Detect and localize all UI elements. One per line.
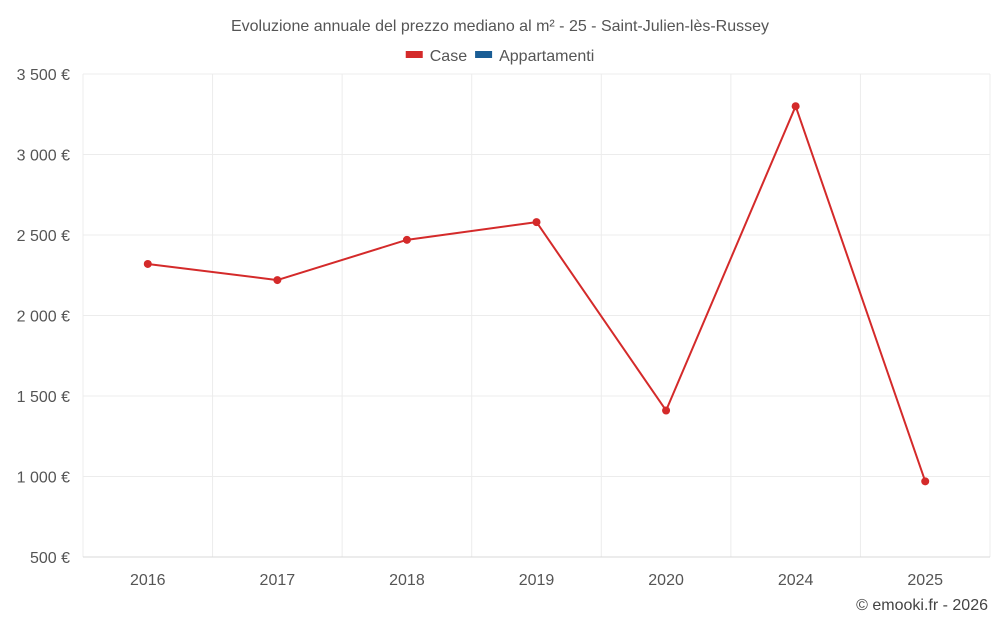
legend-item[interactable]: Appartamenti — [475, 48, 594, 65]
legend-item[interactable]: Case — [405, 48, 467, 65]
data-point[interactable] — [791, 102, 800, 111]
legend-label: Case — [430, 48, 467, 65]
series-layer — [143, 102, 930, 486]
x-tick-label: 2020 — [648, 572, 684, 589]
series-case — [143, 102, 930, 486]
y-tick-label: 500 € — [30, 550, 70, 567]
data-point[interactable] — [662, 406, 671, 415]
y-tick-label: 3 000 € — [17, 148, 70, 165]
data-point[interactable] — [273, 276, 282, 285]
series-line — [147, 105, 927, 482]
data-point[interactable] — [532, 218, 541, 227]
y-tick-label: 3 500 € — [17, 67, 70, 84]
y-axis-tick-labels: 500 € 1 000 € 1 500 € 2 000 € 2 500 € 3 000 €… — [17, 67, 70, 567]
data-point[interactable] — [143, 259, 152, 268]
x-tick-label: 2016 — [130, 572, 166, 589]
legend: Case Appartamenti — [405, 48, 594, 65]
legend-swatch — [405, 51, 423, 58]
data-point[interactable] — [921, 477, 930, 486]
y-tick-label: 2 500 € — [17, 228, 70, 245]
x-tick-label: 2024 — [778, 572, 814, 589]
legend-label: Appartamenti — [499, 48, 594, 65]
x-tick-label: 2017 — [260, 572, 296, 589]
data-point[interactable] — [402, 235, 411, 244]
x-tick-label: 2025 — [907, 572, 943, 589]
y-tick-label: 2 000 € — [17, 309, 70, 326]
y-tick-label: 1 000 € — [17, 470, 70, 487]
x-tick-label: 2019 — [519, 572, 555, 589]
horizontal-gridlines — [83, 73, 990, 477]
y-tick-label: 1 500 € — [17, 389, 70, 406]
x-tick-label: 2018 — [389, 572, 425, 589]
x-axis-tick-labels: 2016 2017 2018 2019 2020 2024 2025 — [130, 572, 943, 589]
legend-swatch — [475, 51, 493, 58]
chart-title: Evoluzione annuale del prezzo mediano al… — [231, 18, 769, 35]
credit-text: © emooki.fr - 2026 — [856, 597, 988, 614]
